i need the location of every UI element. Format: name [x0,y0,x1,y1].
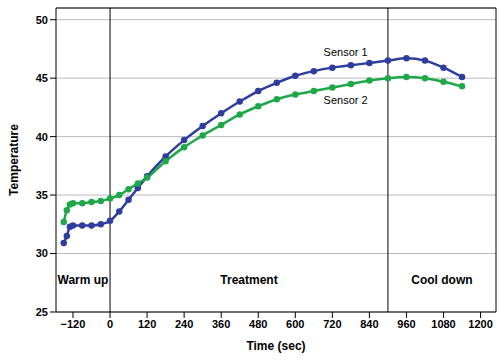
svg-text:0: 0 [107,318,113,330]
svg-text:1200: 1200 [468,318,492,330]
svg-text:360: 360 [212,318,230,330]
svg-text:840: 840 [360,318,378,330]
svg-text:45: 45 [36,72,48,84]
svg-text:Treatment: Treatment [220,273,277,287]
svg-text:−120: −120 [61,318,86,330]
svg-text:Warm up: Warm up [58,273,109,287]
svg-text:Cool down: Cool down [411,273,472,287]
svg-text:Time (sec): Time (sec) [246,339,305,353]
svg-text:600: 600 [286,318,304,330]
svg-text:Sensor 2: Sensor 2 [324,94,368,106]
svg-text:40: 40 [36,131,48,143]
svg-text:720: 720 [323,318,341,330]
svg-text:240: 240 [175,318,193,330]
svg-text:50: 50 [36,14,48,26]
svg-text:Sensor 1: Sensor 1 [324,46,368,58]
svg-text:30: 30 [36,247,48,259]
svg-text:480: 480 [249,318,267,330]
svg-text:Temperature: Temperature [8,124,21,196]
svg-text:120: 120 [138,318,156,330]
svg-text:25: 25 [36,306,48,318]
svg-text:35: 35 [36,189,48,201]
svg-text:1080: 1080 [431,318,455,330]
svg-text:960: 960 [397,318,415,330]
